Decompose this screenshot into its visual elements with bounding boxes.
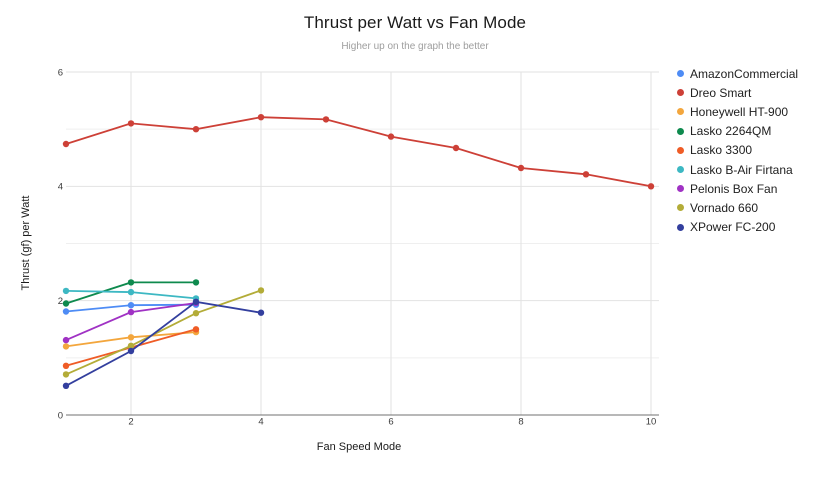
data-point-lasko-2264qm: [127, 279, 135, 286]
legend-swatch-icon: [677, 70, 684, 78]
data-point-dreo-smart: [192, 126, 200, 133]
data-point-xpower-fc-200: [127, 347, 135, 355]
legend-label: AmazonCommercial: [690, 66, 799, 81]
data-point-dreo-smart: [582, 171, 590, 178]
data-point-vornado-660: [127, 342, 135, 349]
x-tick-label: 8: [518, 417, 523, 428]
data-point-amazoncommercial: [127, 302, 135, 309]
y-tick-label: 0: [58, 410, 63, 421]
legend-item-lasko-3300: Lasko 3300: [677, 141, 798, 160]
legend-item-xpower-fc-200: XPower FC-200: [677, 218, 798, 237]
legend-item-lasko-b-air-firtana: Lasko B-Air Firtana: [677, 160, 798, 179]
legend: AmazonCommercial Dreo Smart Honeywell HT-9…: [677, 64, 798, 237]
legend-label: XPower FC-200: [690, 220, 776, 235]
legend-label: Pelonis Box Fan: [690, 181, 778, 196]
data-point-lasko-b-air-firtana: [127, 288, 135, 296]
data-point-dreo-smart: [62, 140, 70, 148]
legend-swatch-icon: [677, 146, 684, 154]
x-tick-label: 4: [258, 417, 263, 428]
legend-swatch-icon: [677, 223, 684, 231]
data-point-lasko-3300: [192, 326, 200, 333]
y-tick-label: 4: [58, 182, 63, 193]
legend-label: Vornado 660: [690, 200, 759, 215]
legend-swatch-icon: [677, 127, 684, 135]
legend-swatch-icon: [677, 185, 684, 193]
data-point-dreo-smart: [387, 133, 395, 140]
x-tick-label: 6: [388, 417, 393, 428]
legend-item-dreo-smart: Dreo Smart: [677, 83, 798, 102]
legend-label: Honeywell HT-900: [690, 104, 789, 119]
data-point-lasko-b-air-firtana: [62, 287, 70, 295]
y-tick-label: 6: [58, 67, 63, 78]
chart-title: Thrust per Watt vs Fan Mode: [303, 13, 527, 32]
series-line-xpower-fc-200: [65, 300, 262, 387]
data-point-xpower-fc-200: [257, 309, 265, 316]
data-point-dreo-smart: [647, 183, 655, 190]
legend-item-honeywell-ht-900: Honeywell HT-900: [677, 102, 798, 121]
legend-item-pelonis-box-fan: Pelonis Box Fan: [677, 179, 798, 198]
x-tick-label: 2: [128, 417, 133, 428]
data-point-vornado-660: [62, 371, 70, 378]
legend-swatch-icon: [677, 204, 684, 212]
legend-item-amazoncommercial: AmazonCommercial: [677, 64, 798, 83]
data-point-dreo-smart: [517, 164, 525, 172]
series-line-dreo-smart: [65, 116, 652, 188]
legend-swatch-icon: [677, 108, 684, 116]
x-axis-title: Fan Speed Mode: [316, 441, 402, 453]
legend-item-vornado-660: Vornado 660: [677, 198, 798, 217]
legend-item-lasko-2264qm: Lasko 2264QM: [677, 122, 798, 141]
data-point-lasko-2264qm: [192, 279, 200, 286]
data-point-dreo-smart: [127, 120, 135, 127]
legend-label: Lasko 3300: [690, 143, 753, 158]
data-point-pelonis-box-fan: [127, 308, 135, 316]
y-tick-label: 2: [58, 296, 63, 307]
data-point-amazoncommercial: [62, 308, 70, 315]
data-point-vornado-660: [257, 287, 265, 294]
legend-label: Dreo Smart: [690, 85, 752, 100]
chart-subtitle: Higher up on the graph the better: [341, 41, 489, 52]
data-point-lasko-2264qm: [62, 300, 70, 307]
data-point-xpower-fc-200: [62, 382, 70, 389]
legend-swatch-icon: [677, 89, 684, 97]
series-line-vornado-660: [65, 289, 262, 376]
x-tick-label: 10: [646, 417, 657, 428]
data-point-dreo-smart: [257, 114, 265, 121]
data-point-pelonis-box-fan: [62, 336, 70, 344]
data-point-dreo-smart: [452, 144, 460, 152]
data-point-xpower-fc-200: [192, 298, 200, 305]
legend-label: Lasko 2264QM: [690, 124, 772, 139]
legend-swatch-icon: [677, 166, 684, 174]
data-point-lasko-3300: [62, 362, 70, 369]
data-point-honeywell-ht-900: [127, 334, 135, 341]
data-point-honeywell-ht-900: [62, 343, 70, 350]
data-point-dreo-smart: [322, 116, 330, 123]
legend-label: Lasko B-Air Firtana: [690, 162, 793, 177]
data-point-vornado-660: [192, 310, 200, 317]
